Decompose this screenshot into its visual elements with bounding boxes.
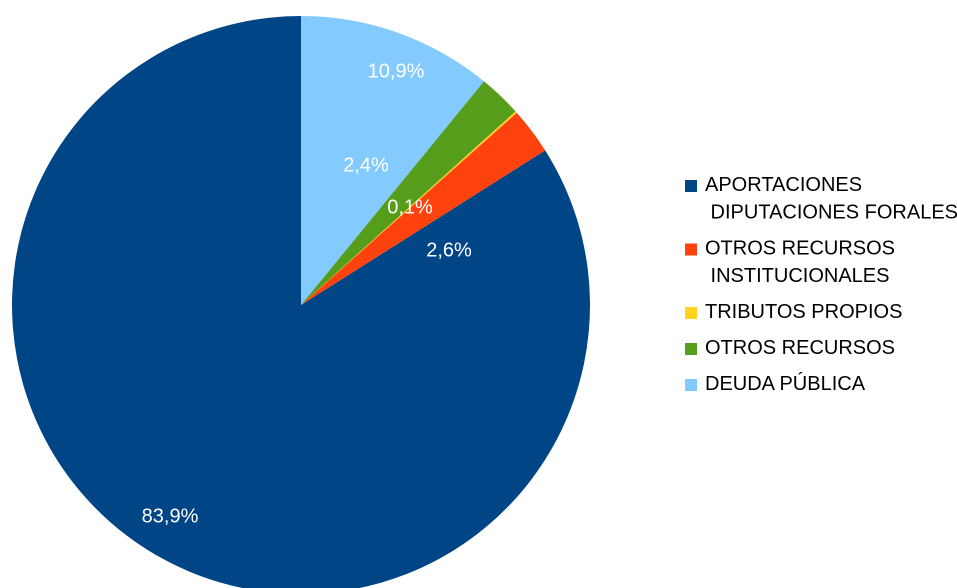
pie-slice	[12, 16, 590, 588]
pie-slice	[301, 81, 516, 305]
legend-label: DEUDA PÚBLICA	[705, 372, 866, 395]
legend-label: OTROS RECURSOS	[705, 337, 895, 359]
data-label: 0,1%	[387, 196, 433, 218]
legend-swatch	[685, 379, 697, 391]
legend-swatch	[685, 343, 697, 355]
legend-label: OTROS RECURSOS INSTITUCIONALES	[705, 238, 895, 288]
legend-swatch	[685, 180, 697, 192]
data-label: 2,6%	[426, 239, 472, 261]
legend-label: APORTACIONES DIPUTACIONES FORALES	[705, 174, 957, 224]
data-label: 10,9%	[368, 60, 425, 82]
pie-slice	[301, 112, 546, 306]
pie-slice	[301, 16, 484, 305]
pie-slice	[301, 111, 517, 305]
data-label: 83,9%	[142, 505, 199, 527]
legend-swatch	[685, 243, 697, 256]
data-label: 2,4%	[343, 154, 389, 176]
legend-swatch	[685, 307, 697, 319]
legend-label: TRIBUTOS PROPIOS	[705, 301, 902, 323]
